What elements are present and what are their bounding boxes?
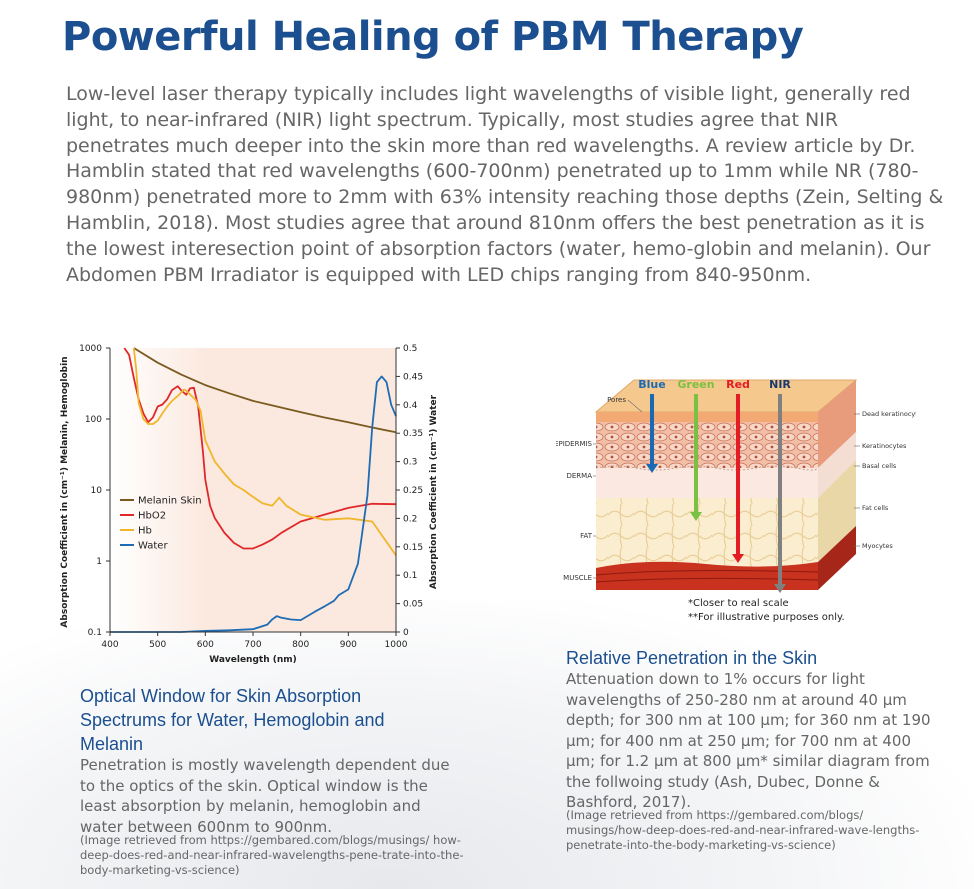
epidermis-cell-layer <box>596 422 818 468</box>
right-caption-source: (Image retrieved from https://gembared.c… <box>566 808 920 852</box>
y-right-tick-label: 0 <box>403 628 409 638</box>
cell-label-right: Basal cells <box>862 462 897 470</box>
cell-label-right: Fat cells <box>862 504 889 512</box>
x-tick-label: 600 <box>197 640 214 650</box>
y-right-tick-label: 0.25 <box>403 486 423 496</box>
x-tick-label: 700 <box>244 640 261 650</box>
beam-arrowhead-green <box>690 512 702 521</box>
y-right-tick-label: 0.1 <box>403 571 417 581</box>
skin-diagram-svg: Blue Green Red NIR Pores EPIDERMIS DERMA FAT MU… <box>554 378 926 623</box>
background-shade <box>0 600 974 889</box>
y-left-tick-label: 1000 <box>79 344 102 354</box>
epidermis-surface-layer <box>596 412 818 422</box>
legend-label: Water <box>138 541 168 552</box>
left-caption-title: Optical Window for Skin Absorption Spect… <box>80 686 385 754</box>
y-left-tick-label: 100 <box>85 415 102 425</box>
right-caption-body: Attenuation down to 1% occurs for light … <box>566 670 931 811</box>
diagram-note: *Closer to real scale <box>688 598 789 609</box>
side-derma <box>818 432 856 498</box>
left-caption-source: (Image retrieved from https://gembared.c… <box>80 833 464 877</box>
y-right-tick-label: 0.3 <box>403 458 417 468</box>
layer-label-left: MUSCLE <box>563 574 592 582</box>
y-left-tick-label: 0.1 <box>88 628 102 638</box>
legend-label: Hb <box>138 526 152 537</box>
cell-label-right: Keratinocytes <box>862 442 907 450</box>
y-right-tick-label: 0.45 <box>403 372 423 382</box>
series-line-melanin-skin <box>133 347 397 434</box>
intro-paragraph: Low-level laser therapy typically includ… <box>66 83 944 286</box>
y-left-tick-label: 10 <box>91 486 103 496</box>
beam-label-green: Green <box>677 378 714 391</box>
legend-label: HbO2 <box>138 511 166 522</box>
absorption-chart: 400 500 600 700 800 900 1000 1000 100 10 1 0.1 0.5 0.… <box>58 340 450 674</box>
layer-label-leader <box>627 399 643 413</box>
cell-label-right: Dead keratinocytes <box>862 410 916 418</box>
derma-layer <box>596 468 818 498</box>
legend-label: Melanin Skin <box>138 496 202 507</box>
y-left-tick-label: 1 <box>96 557 102 567</box>
basal-line <box>595 465 819 471</box>
y-right-tick-label: 0.15 <box>403 543 423 553</box>
muscle-fibers <box>595 570 819 583</box>
left-caption-body: Penetration is mostly wavelength depende… <box>80 756 450 836</box>
cell-label-right: Myocytes <box>862 542 893 550</box>
beam-arrowhead-blue <box>646 464 658 473</box>
x-tick-label: 900 <box>340 640 357 650</box>
series-line-water <box>110 375 397 633</box>
y-axis-left-label: Absorption Coefficient in (cm⁻¹) Melanin… <box>60 356 70 627</box>
layer-label-left: EPIDERMIS <box>556 440 593 448</box>
absorption-chart-svg: 400 500 600 700 800 900 1000 1000 100 10 1 0.1 0.5 0.… <box>60 344 439 665</box>
y-right-tick-label: 0.4 <box>403 401 418 411</box>
layer-label-left: Pores <box>607 396 626 404</box>
y-axis-right-label: Absorption Coefficient in (cm⁻¹) Water <box>429 394 439 589</box>
layer-label-left: FAT <box>580 532 593 540</box>
muscle-layer <box>596 561 818 590</box>
y-right-tick-label: 0.2 <box>403 514 417 524</box>
diagram-note: **For illustrative purposes only. <box>688 612 845 623</box>
x-tick-label: 400 <box>101 640 118 650</box>
beam-label-blue: Blue <box>638 378 665 391</box>
fat-layer <box>596 498 818 568</box>
side-epidermis <box>818 380 856 468</box>
side-muscle <box>818 526 856 590</box>
beam-arrowhead-nir <box>774 584 786 593</box>
beam-label-red: Red <box>726 378 750 391</box>
page-title: Powerful Healing of PBM Therapy <box>62 14 804 60</box>
plot-area <box>110 348 396 632</box>
y-right-tick-label: 0.05 <box>403 600 423 610</box>
skin-top-surface <box>596 380 856 412</box>
x-axis-label: Wavelength (nm) <box>209 655 297 665</box>
x-tick-label: 1000 <box>385 640 408 650</box>
beam-label-nir: NIR <box>769 378 791 391</box>
x-tick-label: 800 <box>292 640 309 650</box>
x-tick-label: 500 <box>149 640 166 650</box>
y-right-tick-label: 0.5 <box>403 344 417 354</box>
series-line-hbo2 <box>123 347 397 550</box>
beam-arrowhead-red <box>732 554 744 563</box>
series-line-hb <box>132 347 397 556</box>
right-caption-title: Relative Penetration in the Skin <box>566 648 818 668</box>
y-right-tick-label: 0.35 <box>403 429 423 439</box>
layer-label-left: DERMA <box>566 472 592 480</box>
skin-penetration-diagram: Blue Green Red NIR Pores EPIDERMIS DERMA FAT MU… <box>554 372 926 634</box>
